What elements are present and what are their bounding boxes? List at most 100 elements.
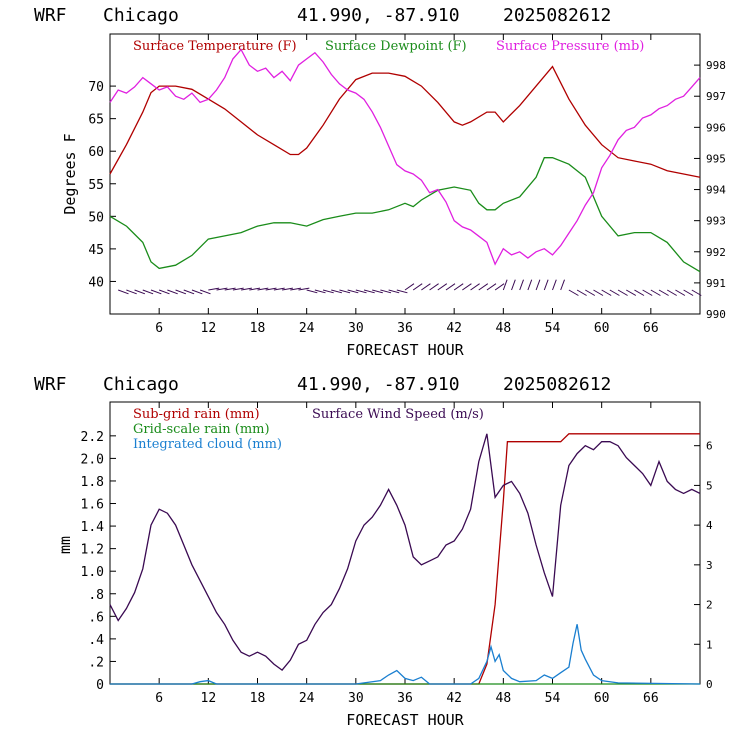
bottom-y2-tick-label: 6 [706, 440, 713, 453]
wind-barb [552, 279, 557, 291]
wind-barb [445, 283, 456, 291]
wind-barb [224, 287, 236, 291]
top-x-tick-label: 18 [250, 321, 266, 336]
wind-barb [478, 283, 489, 291]
wind-barb [306, 289, 318, 294]
top-y2-tick-label: 998 [706, 59, 726, 72]
wind-barb [331, 289, 343, 294]
top-y2-tick-label: 993 [706, 215, 726, 228]
wind-barb [183, 289, 195, 295]
wind-barb [290, 287, 302, 291]
bottom-header-coords: 41.990, -87.910 [297, 374, 460, 395]
bottom-y-tick-label: .6 [88, 610, 104, 625]
bottom-y-axis-label: mm [56, 536, 74, 554]
wind-barb [593, 289, 604, 296]
bottom-y-tick-label: 1.2 [81, 543, 104, 558]
bottom-y-tick-label: 1.8 [81, 475, 104, 490]
wind-barb [314, 289, 326, 294]
top-y2-tick-label: 992 [706, 246, 726, 259]
top-series-line-0 [109, 65, 701, 178]
wind-barb [658, 289, 669, 296]
top-y-tick-label: 65 [88, 113, 104, 128]
precipitation-panel: WRF Chicago 41.990, -87.910 2025082612 S… [34, 374, 713, 729]
wind-barb [241, 287, 252, 291]
wind-barb [486, 283, 497, 291]
top-y-axis-label: Degrees F [61, 133, 79, 214]
wind-barb [118, 289, 129, 295]
bottom-y-tick-label: 1.4 [81, 520, 105, 535]
bottom-header-run: 2025082612 [503, 374, 611, 395]
wind-barb [535, 279, 541, 291]
top-x-ticks: 6 12 18 24 30 36 42 48 54 60 66 [155, 34, 659, 336]
top-legend-dewpoint: Surface Dewpoint (F) [325, 39, 467, 54]
bottom-legend-gridscale-rain: Grid-scale rain (mm) [133, 422, 270, 437]
wind-barb [167, 289, 178, 295]
wind-barb [511, 279, 516, 291]
wind-barb [601, 289, 612, 296]
wind-barb [355, 289, 367, 294]
bottom-y-tick-label: 2.0 [81, 452, 104, 467]
bottom-y2-tick-label: 2 [706, 599, 713, 612]
top-header-coords: 41.990, -87.910 [297, 5, 460, 26]
wind-barb [150, 289, 162, 295]
bottom-x-ticks: 6 12 18 24 30 36 42 48 54 60 66 [155, 402, 659, 706]
wind-barb [298, 287, 310, 291]
bottom-x-tick-label: 66 [643, 691, 659, 706]
top-y-tick-label: 40 [88, 275, 104, 290]
wind-barb [412, 283, 423, 291]
wind-barb [666, 289, 677, 296]
wind-barb [429, 283, 439, 291]
bottom-y-tick-label: 0 [96, 678, 104, 693]
wind-barb [609, 289, 620, 296]
wind-barb [634, 289, 645, 296]
wind-barb [191, 289, 203, 295]
wind-barb [576, 289, 587, 296]
bottom-y-tick-label: .4 [88, 633, 104, 648]
bottom-x-tick-label: 24 [299, 691, 315, 706]
top-y-tick-label: 55 [88, 178, 104, 193]
wind-barb [543, 279, 549, 291]
bottom-x-tick-label: 54 [545, 691, 561, 706]
wind-barb [568, 289, 579, 296]
top-y2-tick-label: 997 [706, 90, 726, 103]
top-series-lines [109, 48, 701, 273]
wind-barb [502, 279, 508, 291]
top-x-tick-label: 66 [643, 321, 659, 336]
top-x-tick-label: 36 [397, 321, 413, 336]
top-y-tick-label: 50 [88, 210, 104, 225]
bottom-y-ticks: 0 .2 .4 .6 .8 1.0 1.2 1.4 1.6 1.8 2.0 2.2 [81, 430, 116, 693]
bottom-x-axis-label: FORECAST HOUR [346, 711, 464, 729]
wind-barb [232, 287, 244, 291]
bottom-y2-tick-label: 5 [706, 479, 713, 492]
wind-barb [691, 289, 702, 296]
top-y2-tick-label: 996 [706, 121, 726, 134]
wind-barb [281, 287, 293, 291]
top-header-run: 2025082612 [503, 5, 611, 26]
wind-barb [396, 289, 408, 294]
bottom-legend-subgrid-rain: Sub-grid rain (mm) [133, 407, 260, 422]
top-x-tick-label: 42 [446, 321, 462, 336]
wind-barb [462, 283, 472, 291]
top-y2-tick-label: 991 [706, 277, 726, 290]
wind-barb [380, 289, 392, 294]
top-x-axis-label: FORECAST HOUR [346, 341, 464, 359]
wind-barb [158, 289, 170, 295]
wind-barb [626, 289, 637, 296]
bottom-x-tick-label: 6 [155, 691, 163, 706]
top-x-tick-label: 30 [348, 321, 364, 336]
wind-barb [453, 283, 464, 291]
bottom-y-tick-label: 2.2 [81, 430, 104, 445]
bottom-x-tick-label: 36 [397, 691, 413, 706]
wind-barb [642, 289, 653, 296]
top-x-tick-label: 54 [545, 321, 561, 336]
wind-barb [675, 289, 686, 296]
top-header-location: Chicago [103, 5, 179, 26]
bottom-x-tick-label: 30 [348, 691, 364, 706]
top-y2-tick-label: 995 [706, 152, 726, 165]
wind-barb [519, 279, 524, 291]
bottom-series-lines [109, 433, 701, 685]
wind-barb [249, 287, 261, 291]
wind-barb [126, 289, 137, 295]
wind-barbs [118, 279, 702, 296]
wind-barb [404, 283, 415, 291]
